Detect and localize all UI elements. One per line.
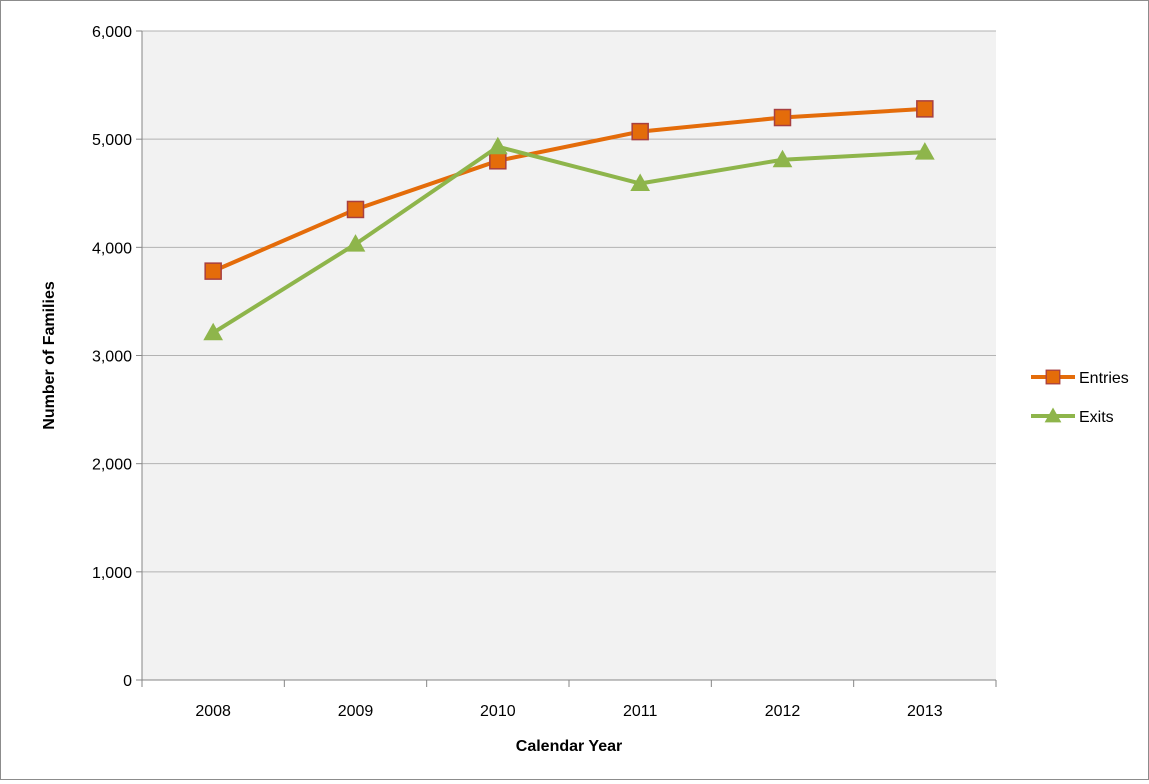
point-marker-entries [1045,369,1061,385]
y-tick-label: 4,000 [92,240,132,257]
x-tick-label: 2008 [195,703,231,720]
point-marker-entries [204,262,222,280]
x-tick-label: 2010 [480,703,516,720]
x-tick-label: 2012 [765,703,801,720]
axes: 0 1,000 2,000 3,000 4,000 5,000 6,000 2008 2009 2… [92,24,997,720]
point-marker-exits [487,136,508,155]
y-tick-label: 3,000 [92,349,132,366]
legend-item-exits: Exits [1031,407,1114,426]
x-tick-label: 2013 [907,703,943,720]
y-tick-label: 2,000 [92,457,132,474]
series-exits [203,136,935,341]
gridlines [142,30,996,573]
series-line-entries [211,106,927,274]
x-tick-label: 2009 [338,703,374,720]
point-marker-exits [914,142,935,160]
legend-label: Entries [1079,370,1129,387]
point-marker-entries [346,200,365,219]
legend: Entries Exits [1031,369,1129,426]
x-axis-title: Calendar Year [516,738,622,755]
legend-item-entries: Entries [1031,369,1129,387]
point-marker-exits [1044,407,1062,423]
y-tick-label: 6,000 [92,24,132,41]
point-marker-entries [631,122,649,141]
point-marker-entries [489,152,507,170]
point-marker-entries [773,108,792,127]
series-line-exits [211,144,927,335]
series [203,100,935,341]
legend-label: Exits [1079,409,1114,426]
point-marker-exits [203,322,224,341]
point-marker-entries [916,100,934,118]
y-tick-label: 1,000 [92,565,132,582]
x-tick-label: 2011 [623,703,658,720]
y-tick-label: 5,000 [92,132,132,149]
point-marker-exits [772,149,793,168]
y-axis-title: Number of Families [41,281,58,430]
point-marker-exits [345,234,366,252]
point-marker-exits [630,173,651,192]
series-entries [204,100,934,280]
y-tick-label: 0 [123,673,132,690]
